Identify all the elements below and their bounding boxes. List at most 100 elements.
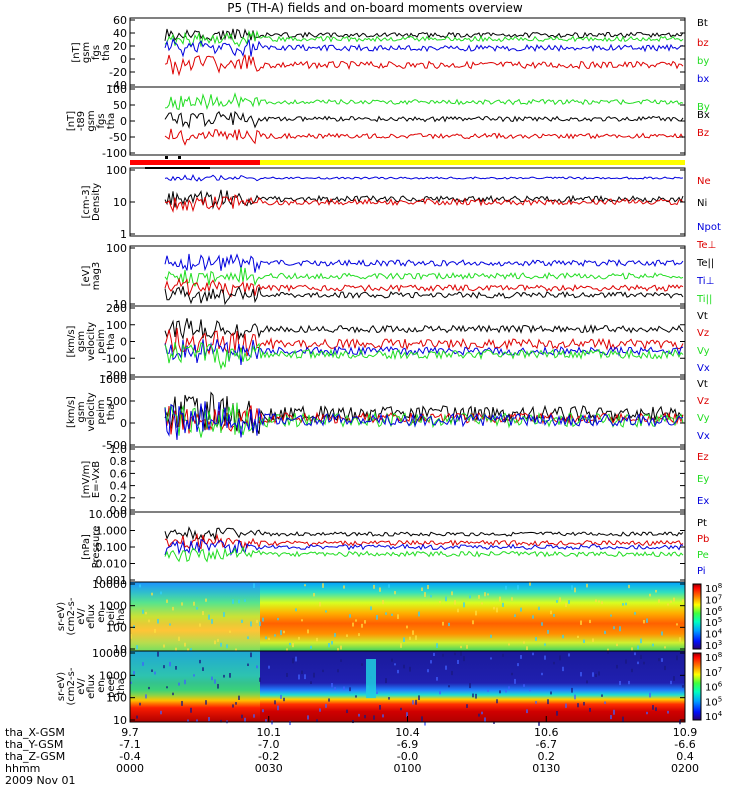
spectrogram-speck [406, 625, 408, 629]
spectrogram-speck [334, 633, 336, 637]
y-tick-label: 0.0 [110, 504, 128, 517]
spectrogram-speck [469, 683, 471, 689]
spectrogram-speck [331, 682, 333, 688]
footer-value: 10.4 [395, 726, 420, 739]
spectrogram-speck [313, 593, 315, 597]
spectrogram-speck [451, 670, 453, 676]
spectrogram-speck [598, 671, 600, 676]
spectrogram-speck [646, 618, 648, 623]
legend-entry: by [697, 56, 709, 67]
colorbar-tick-label: 106 [705, 681, 723, 694]
spectrogram-early [130, 582, 260, 651]
series-line-blue [164, 174, 684, 182]
spectrogram-speck [640, 638, 642, 644]
y-axis-label-line: fgs [96, 113, 107, 128]
y-axis-label-line: [nT] [66, 111, 77, 131]
spectrogram-speck [358, 633, 360, 637]
y-axis-label-line: Pressure [91, 526, 102, 569]
spectrogram-speck [490, 634, 492, 638]
y-axis-label-line: [eV] [81, 266, 92, 287]
y-tick-label: 60 [113, 14, 127, 27]
legend-entry: bx [697, 74, 709, 85]
status-bar-mark [178, 156, 181, 159]
spectrogram-speck [286, 648, 288, 651]
spectrogram-speck [613, 626, 615, 630]
spectrogram-speck [316, 637, 318, 642]
y-axis-label-line: (cm2-s- [66, 667, 77, 705]
spectrogram-speck [439, 600, 441, 604]
spectrogram-speck [325, 703, 327, 708]
spectrogram-speck [412, 630, 414, 635]
colorbar-tick-exponent: 3 [718, 639, 722, 647]
spectrogram-speck [310, 681, 312, 685]
spectrogram-speck [235, 702, 237, 705]
series-line-black [164, 28, 684, 42]
panel-pressure: 10.0001.0000.1000.0100.001Pressure[nPa]P… [81, 508, 709, 587]
spectrogram-speck [493, 606, 495, 610]
spectrogram-speck [283, 630, 285, 634]
series-line-blue [164, 37, 684, 58]
spectrogram-speck [355, 695, 357, 698]
series-line-red [164, 128, 684, 146]
spectrogram-speck [283, 697, 285, 702]
spectrogram-speck [478, 713, 480, 717]
spectrogram-speck [250, 621, 252, 627]
spectrogram-speck [676, 623, 678, 626]
spectrogram-speck [475, 693, 477, 699]
spectrogram-speck [469, 595, 471, 599]
spectrogram-speck [655, 707, 657, 712]
y-tick-label: -40 [109, 79, 127, 92]
spectrogram-speck [130, 681, 132, 684]
spectrogram-speck [601, 601, 603, 605]
spectrogram-speck [211, 619, 213, 624]
spectrogram-speck [625, 602, 627, 606]
y-tick-label: 10 [113, 298, 127, 311]
spectrogram-speck [523, 684, 525, 687]
spectrogram-speck [406, 712, 408, 718]
spectrogram-speck [490, 657, 492, 660]
y-tick-label: 1000 [99, 669, 127, 682]
series-line-green [164, 92, 684, 111]
spectrogram-speck [304, 674, 306, 680]
spectrogram-speck [481, 602, 483, 605]
spectrogram-speck [268, 637, 270, 641]
spectrogram-speck [628, 680, 630, 685]
status-bar [130, 156, 685, 169]
spectrogram-speck [172, 692, 174, 696]
footer-value: 9.7 [121, 726, 139, 739]
spectrogram-speck [172, 606, 174, 611]
spectrogram-speck [400, 707, 402, 711]
spectrogram-speck [445, 665, 447, 670]
spectrogram-speck [661, 631, 663, 636]
y-axis-label-line: velocity [86, 322, 97, 361]
spectrogram-speck [664, 665, 666, 671]
y-tick-label: 100 [106, 621, 127, 634]
spectrogram-early [130, 651, 260, 722]
series-line-blue [164, 401, 684, 440]
spectrogram-speck [319, 708, 321, 712]
spectrogram-speck [526, 709, 528, 714]
spectrogram-speck [436, 677, 438, 681]
spectrogram-speck [298, 674, 300, 680]
spectrogram-speck [133, 671, 135, 675]
spectrogram-speck [655, 589, 657, 593]
spectrogram-speck [550, 610, 552, 615]
y-tick-label: 0 [120, 53, 127, 66]
legend-entry: Npot [697, 222, 721, 233]
spectrogram-speck [391, 613, 393, 616]
spectrogram-speck [541, 622, 543, 626]
spectrogram-speck [430, 660, 432, 664]
spectrogram-speck [241, 714, 243, 719]
spectrogram-speck [217, 638, 219, 642]
spectrogram-speck [163, 665, 165, 669]
colorbar-tick-exponent: 8 [718, 582, 722, 590]
y-axis-label-line: [nPa] [81, 534, 92, 560]
spectrogram-speck [349, 614, 351, 618]
spectrogram-speck [637, 645, 639, 650]
y-axis-label-line: gsm [86, 110, 97, 131]
spectrogram-speck [214, 679, 216, 684]
panel-frame [129, 376, 686, 448]
spectrogram-speck [379, 705, 381, 710]
